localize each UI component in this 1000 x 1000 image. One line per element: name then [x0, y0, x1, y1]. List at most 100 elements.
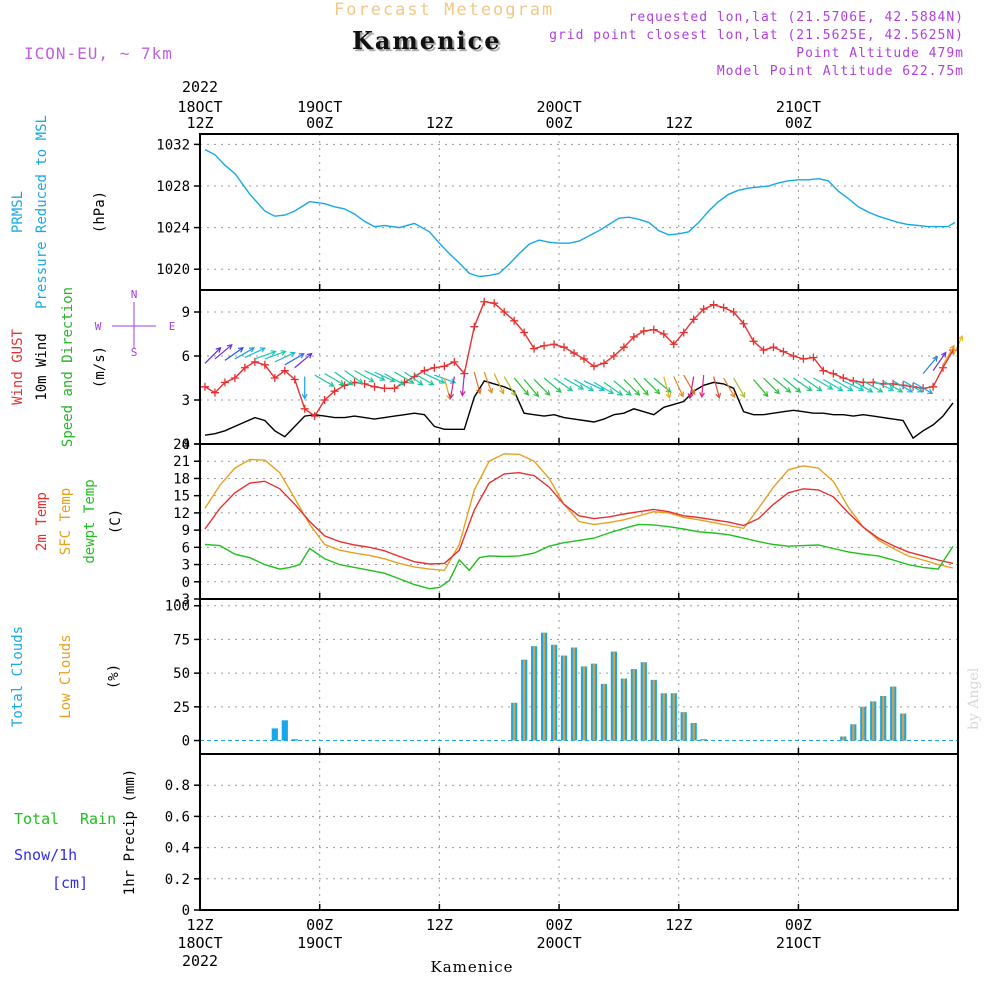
wind-arrow: [573, 378, 595, 392]
wind-arrow: [533, 379, 551, 396]
wind-arrow: [687, 376, 695, 400]
gust-marker: [589, 362, 598, 371]
wind-arrow: [733, 377, 746, 399]
bottom-time-label: 2022: [182, 952, 218, 970]
wind-arrow-shaft: [613, 380, 632, 396]
low-cloud-bar: [882, 696, 885, 741]
y-tick-label: 18: [173, 471, 190, 487]
sfc-temp-line: [204, 453, 954, 572]
wind-arrow-shaft: [773, 377, 791, 393]
gust-marker: [370, 382, 379, 391]
axis-label: Speed and Direction: [60, 287, 76, 447]
gust-marker: [220, 378, 229, 387]
wind-arrow: [314, 374, 335, 387]
wind-arrow: [324, 373, 345, 386]
low-cloud-bar: [513, 702, 516, 741]
wind-arrow: [284, 353, 305, 366]
wind-arrow: [513, 377, 530, 396]
wind-arrow-shaft: [793, 377, 812, 392]
gust-marker: [380, 384, 389, 393]
low-cloud-bar: [702, 739, 705, 741]
wind-arrow-shaft: [942, 345, 955, 366]
dewpoint-line: [204, 523, 954, 590]
wind-arrow-head: [687, 393, 694, 400]
wind-arrow-shaft: [523, 379, 539, 397]
wind-arrow: [301, 376, 308, 400]
wind-arrow-shaft: [633, 377, 649, 396]
wind-arrow-head: [306, 352, 313, 359]
y-tick-label: 0.8: [165, 778, 190, 794]
wind-arrow: [543, 377, 562, 393]
gust-marker: [470, 322, 479, 331]
low-cloud-bar: [553, 644, 556, 741]
total-cloud-bar: [281, 720, 288, 741]
wind-arrow-shaft: [513, 377, 529, 396]
wind-arrow: [254, 350, 277, 360]
grid-point-coordinates: grid point closest lon,lat (21.5625E, 42…: [549, 28, 964, 43]
low-cloud-bar: [612, 651, 615, 741]
low-cloud-bar: [632, 669, 635, 741]
wind-arrow-shaft: [882, 380, 903, 393]
wind-arrow-head: [523, 389, 530, 396]
wind-arrow-shaft: [932, 352, 947, 372]
wind-arrow-shaft: [364, 370, 385, 381]
wind-arrow: [882, 380, 904, 393]
wind-arrow-head: [699, 392, 706, 399]
wind-arrow: [932, 351, 947, 372]
wind-arrow-head: [408, 378, 415, 384]
y-tick-label: 0: [182, 575, 190, 591]
wind-arrow: [862, 380, 884, 393]
compass-west: W: [95, 320, 102, 333]
wind-arrow-shaft: [689, 376, 695, 399]
wind-arrow-shaft: [324, 373, 345, 386]
gust-marker: [320, 396, 329, 404]
top-time-label: 00Z: [546, 114, 573, 132]
wind-arrow-head: [949, 344, 955, 351]
axis-label: (m/s): [92, 346, 108, 388]
wind-arrow-shaft: [483, 371, 493, 394]
wind-arrow-head: [248, 347, 256, 353]
wind-arrow-head: [588, 385, 595, 392]
y-tick-label: 0: [182, 734, 190, 750]
top-time-label: 20OCT: [536, 98, 581, 116]
wind-arrow-head: [867, 387, 874, 393]
wind-arrow-shaft: [294, 353, 312, 369]
low-cloud-bar: [902, 713, 905, 741]
wind-arrow-head: [428, 379, 435, 386]
gust-marker: [659, 330, 668, 338]
compass-north: N: [131, 288, 138, 301]
wind-arrow-shaft: [553, 377, 573, 392]
wind-arrow: [783, 377, 802, 393]
y-tick-label: 12: [173, 506, 190, 522]
legend-rain: Rain: [80, 810, 116, 828]
axis-label: dewpt Temp: [82, 479, 98, 563]
gust-marker: [709, 300, 718, 309]
wind-arrow-shaft: [833, 378, 853, 391]
y-tick-label: 0.2: [165, 872, 190, 888]
y-tick-label: 3: [182, 558, 190, 574]
gust-marker: [769, 343, 778, 352]
total-cloud-bar: [291, 739, 298, 741]
low-cloud-bar: [662, 693, 665, 741]
wind-arrow-head: [347, 380, 354, 386]
wind-arrow-head: [510, 390, 516, 397]
gust-marker: [729, 308, 738, 316]
wind-arrow: [424, 373, 446, 384]
wind-arrow: [224, 347, 245, 361]
wind-arrow-head: [417, 380, 424, 386]
gust-marker: [390, 384, 399, 393]
gust-marker: [530, 344, 539, 353]
wind-arrow-shaft: [892, 380, 913, 393]
y-tick-label: 100: [165, 599, 190, 615]
gust-marker: [689, 315, 698, 324]
wind-arrow: [334, 371, 354, 386]
low-cloud-bar: [572, 647, 576, 741]
gust-marker: [839, 374, 848, 382]
wind-arrow-head: [607, 388, 615, 395]
wind-arrow-head: [301, 393, 308, 400]
low-cloud-bar: [842, 736, 845, 741]
wind-arrow-shaft: [673, 376, 684, 397]
wind-arrow: [872, 380, 895, 392]
wind-arrow: [603, 381, 624, 396]
top-time-label: 00Z: [306, 114, 333, 132]
